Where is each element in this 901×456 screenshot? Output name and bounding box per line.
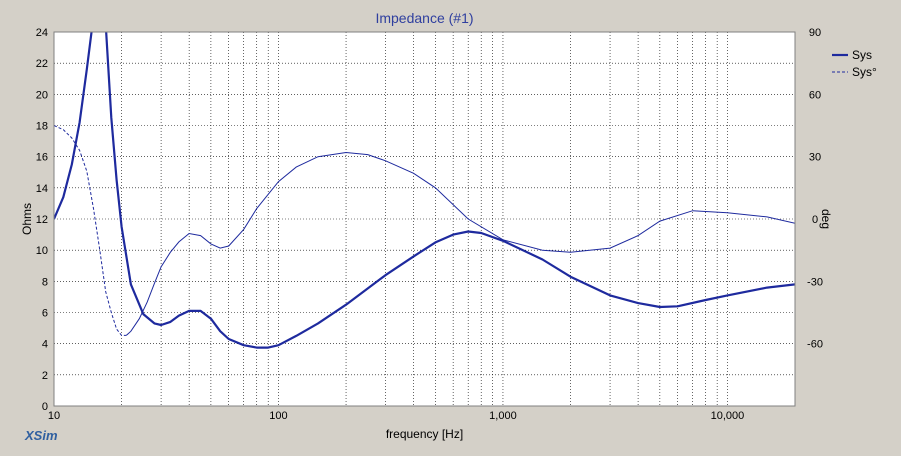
y-tick-label: 18	[36, 121, 48, 133]
y-tick-label: 24	[36, 27, 48, 39]
y-tick-label: 6	[42, 308, 48, 320]
y-tick-label: 12	[36, 214, 48, 226]
y-tick-label: 0	[42, 401, 48, 413]
y-tick-label: 10	[36, 245, 48, 257]
xsim-logo: XSim	[24, 428, 58, 443]
y2-tick-label: -60	[807, 339, 823, 351]
y-tick-label: 4	[42, 339, 48, 351]
x-tick-label: 100	[269, 410, 287, 422]
y2-tick-label: 0	[812, 214, 818, 226]
x-axis-label: frequency [Hz]	[386, 427, 463, 441]
legend-label-sys: Sys	[852, 48, 872, 62]
legend-label-sys-phase: Sys°	[852, 65, 877, 79]
plot-border	[53, 31, 796, 407]
chart-title: Impedance (#1)	[375, 10, 473, 26]
sys-phase-line-dashed	[54, 125, 127, 336]
grid	[54, 32, 795, 406]
y2-tick-label: 60	[809, 89, 821, 101]
y-axis-label: Ohms	[20, 203, 34, 235]
sys-impedance-line	[54, 32, 795, 349]
y-tick-label: 16	[36, 152, 48, 164]
y2-tick-label: 90	[809, 27, 821, 39]
sys-phase-line	[125, 151, 795, 336]
x-tick-label: 1,000	[489, 410, 517, 422]
y-tick-label: 8	[42, 276, 48, 288]
y-tick-label: 14	[36, 183, 48, 195]
y2-tick-label: 30	[809, 152, 821, 164]
y-tick-label: 2	[42, 370, 48, 382]
y2-tick-label: -30	[807, 276, 823, 288]
series-lines	[54, 32, 795, 349]
y-tick-label: 20	[36, 89, 48, 101]
y-tick-label: 22	[36, 58, 48, 70]
legend: Sys Sys°	[832, 48, 877, 79]
y2-axis-label: deg	[819, 209, 833, 229]
x-tick-label: 10	[48, 410, 60, 422]
x-tick-label: 10,000	[711, 410, 745, 422]
